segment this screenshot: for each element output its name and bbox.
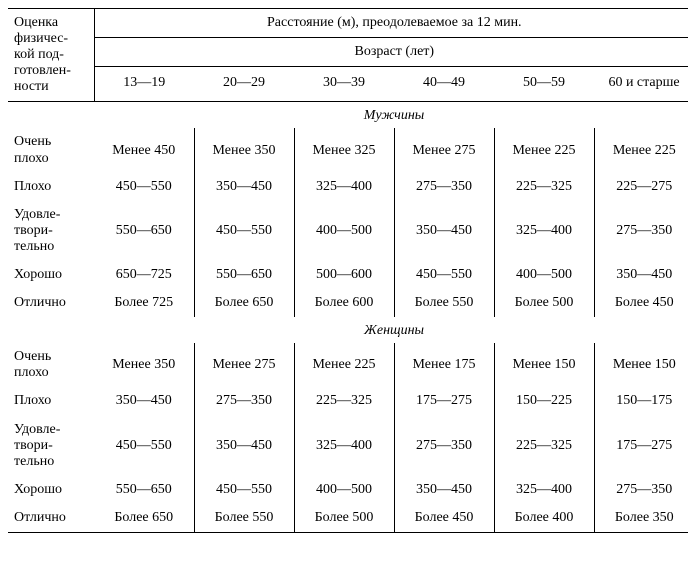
- cell: 275—350: [594, 201, 688, 261]
- section-title-0: Мужчины: [94, 102, 688, 129]
- rating-label: Оченьплохо: [8, 343, 94, 387]
- cell: 275—350: [594, 476, 688, 504]
- table-row: Удовле-твори-тельно 550—650 450—550 400—…: [8, 201, 688, 261]
- cell: 450—550: [194, 201, 294, 261]
- cell: 225—325: [494, 173, 594, 201]
- rating-label: Удовле-твори-тельно: [8, 416, 94, 476]
- cell: Менее 150: [594, 343, 688, 387]
- cell: Менее 275: [194, 343, 294, 387]
- cell: 225—325: [294, 387, 394, 415]
- cell: 150—175: [594, 387, 688, 415]
- cell: Менее 450: [94, 128, 194, 172]
- cell: Более 650: [94, 504, 194, 533]
- cell: Более 600: [294, 289, 394, 317]
- cell: 275—350: [394, 173, 494, 201]
- cell: 350—450: [94, 387, 194, 415]
- cell: 450—550: [194, 476, 294, 504]
- cell: 325—400: [294, 416, 394, 476]
- age-col-0: 13—19: [94, 67, 194, 102]
- table-row: Плохо 350—450 275—350 225—325 175—275 15…: [8, 387, 688, 415]
- cell: 275—350: [394, 416, 494, 476]
- cell: 650—725: [94, 261, 194, 289]
- cell: Менее 350: [94, 343, 194, 387]
- fitness-table: Оценка физичес-кой под-готовлен-ности Ра…: [8, 8, 688, 533]
- cell: 450—550: [394, 261, 494, 289]
- cell: 225—325: [494, 416, 594, 476]
- rating-label: Плохо: [8, 173, 94, 201]
- cell: 225—275: [594, 173, 688, 201]
- rating-label: Хорошо: [8, 476, 94, 504]
- table-row: Отлично Более 650 Более 550 Более 500 Бо…: [8, 504, 688, 533]
- cell: 400—500: [494, 261, 594, 289]
- table-row: Оченьплохо Менее 350 Менее 275 Менее 225…: [8, 343, 688, 387]
- rating-label: Хорошо: [8, 261, 94, 289]
- cell: 400—500: [294, 476, 394, 504]
- table-row: Хорошо 550—650 450—550 400—500 350—450 3…: [8, 476, 688, 504]
- cell: 175—275: [394, 387, 494, 415]
- cell: Менее 225: [594, 128, 688, 172]
- table-row: Хорошо 650—725 550—650 500—600 450—550 4…: [8, 261, 688, 289]
- rating-label: Отлично: [8, 504, 94, 533]
- rating-label: Оченьплохо: [8, 128, 94, 172]
- cell: 450—550: [94, 416, 194, 476]
- cell: 550—650: [94, 476, 194, 504]
- cell: Более 650: [194, 289, 294, 317]
- age-col-1: 20—29: [194, 67, 294, 102]
- cell: Более 550: [194, 504, 294, 533]
- cell: Менее 275: [394, 128, 494, 172]
- cell: 500—600: [294, 261, 394, 289]
- age-col-3: 40—49: [394, 67, 494, 102]
- age-col-4: 50—59: [494, 67, 594, 102]
- table-row: Удовле-твори-тельно 450—550 350—450 325—…: [8, 416, 688, 476]
- rating-label: Удовле-твори-тельно: [8, 201, 94, 261]
- cell: Более 400: [494, 504, 594, 533]
- cell: 175—275: [594, 416, 688, 476]
- cell: 150—225: [494, 387, 594, 415]
- rating-label: Плохо: [8, 387, 94, 415]
- cell: Менее 225: [494, 128, 594, 172]
- header-age-label: Возраст (лет): [94, 38, 688, 67]
- cell: 325—400: [494, 476, 594, 504]
- spacer: [8, 102, 94, 129]
- age-col-5: 60 и старше: [594, 67, 688, 102]
- header-rating: Оценка физичес-кой под-готовлен-ности: [8, 9, 94, 102]
- cell: Менее 350: [194, 128, 294, 172]
- header-distance: Расстояние (м), преодолеваемое за 12 мин…: [94, 9, 688, 38]
- cell: Менее 225: [294, 343, 394, 387]
- table-row: Оченьплохо Менее 450 Менее 350 Менее 325…: [8, 128, 688, 172]
- cell: Менее 150: [494, 343, 594, 387]
- cell: 350—450: [194, 173, 294, 201]
- cell: Более 725: [94, 289, 194, 317]
- cell: Менее 325: [294, 128, 394, 172]
- cell: 350—450: [594, 261, 688, 289]
- cell: 550—650: [94, 201, 194, 261]
- cell: 450—550: [94, 173, 194, 201]
- table-row: Плохо 450—550 350—450 325—400 275—350 22…: [8, 173, 688, 201]
- cell: Менее 175: [394, 343, 494, 387]
- cell: 275—350: [194, 387, 294, 415]
- cell: 350—450: [194, 416, 294, 476]
- age-col-2: 30—39: [294, 67, 394, 102]
- cell: Более 500: [494, 289, 594, 317]
- cell: Более 500: [294, 504, 394, 533]
- cell: 400—500: [294, 201, 394, 261]
- spacer: [8, 317, 94, 343]
- cell: Более 450: [394, 504, 494, 533]
- rating-label: Отлично: [8, 289, 94, 317]
- cell: Более 550: [394, 289, 494, 317]
- cell: 325—400: [494, 201, 594, 261]
- cell: 325—400: [294, 173, 394, 201]
- cell: 350—450: [394, 476, 494, 504]
- cell: Более 350: [594, 504, 688, 533]
- table-row: Отлично Более 725 Более 650 Более 600 Бо…: [8, 289, 688, 317]
- cell: 550—650: [194, 261, 294, 289]
- cell: Более 450: [594, 289, 688, 317]
- section-title-1: Женщины: [94, 317, 688, 343]
- cell: 350—450: [394, 201, 494, 261]
